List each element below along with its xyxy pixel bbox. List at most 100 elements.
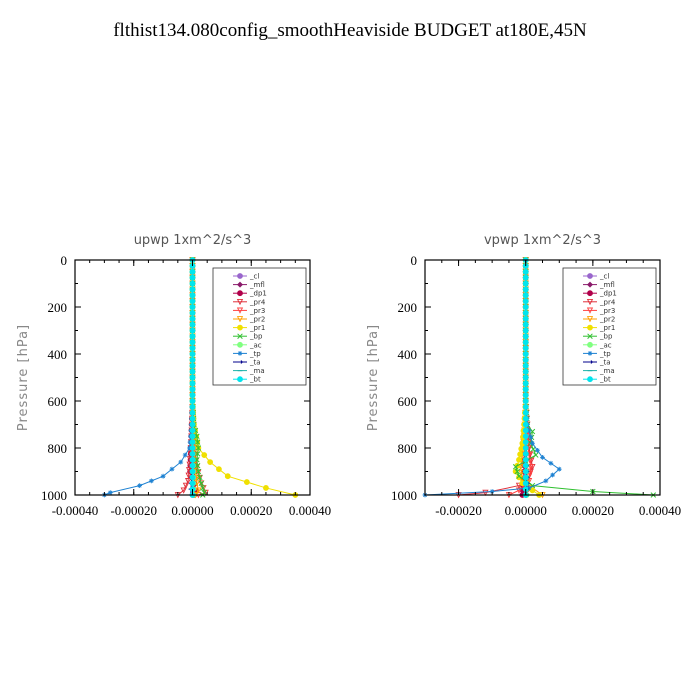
data-point bbox=[522, 386, 529, 393]
data-point bbox=[195, 445, 202, 451]
y-tick-label: 200 bbox=[398, 300, 418, 315]
data-point bbox=[148, 478, 154, 484]
series-bt bbox=[522, 257, 529, 498]
data-point bbox=[189, 403, 196, 410]
data-point bbox=[522, 380, 529, 387]
data-point bbox=[194, 462, 201, 469]
legend-box bbox=[562, 267, 657, 386]
data-point bbox=[482, 489, 489, 497]
legend-item-pr4: _pr4 bbox=[233, 298, 266, 306]
y-tick-label: 800 bbox=[48, 441, 68, 456]
data-point bbox=[198, 480, 205, 487]
legend-marker bbox=[587, 273, 593, 279]
data-point bbox=[189, 315, 196, 322]
data-point bbox=[522, 468, 529, 475]
y-tick-label: 1000 bbox=[391, 488, 417, 503]
data-point bbox=[522, 298, 529, 305]
data-point bbox=[194, 439, 201, 445]
legend-label: _tp bbox=[249, 350, 261, 358]
legend-item-tp: _tp bbox=[583, 350, 611, 358]
data-point bbox=[189, 462, 196, 469]
data-point bbox=[189, 327, 196, 334]
legend-label: _pr1 bbox=[599, 324, 615, 332]
data-point bbox=[522, 421, 529, 428]
data-point bbox=[178, 459, 184, 465]
legend-marker bbox=[587, 351, 593, 356]
data-point bbox=[189, 445, 196, 451]
data-point bbox=[522, 450, 529, 457]
legend: _cl_mfl_dp1_pr4_pr3_pr2_pr1_bp_ac_tp_ta_… bbox=[212, 267, 307, 386]
legend-item-ta: _ta bbox=[233, 359, 261, 367]
data-point bbox=[189, 368, 196, 375]
legend-marker bbox=[236, 298, 244, 306]
data-point bbox=[522, 321, 529, 328]
legend-label: _pr1 bbox=[249, 324, 265, 332]
legend-marker bbox=[587, 360, 594, 364]
x-tick-label: 0.00040 bbox=[639, 503, 681, 518]
data-point bbox=[189, 386, 196, 393]
legend-marker bbox=[237, 341, 243, 348]
data-point bbox=[522, 415, 529, 422]
legend-item-bt: _bt bbox=[583, 376, 611, 384]
legend-item-pr1: _pr1 bbox=[233, 324, 265, 332]
legend-label: _dp1 bbox=[249, 290, 267, 298]
data-point bbox=[522, 274, 529, 281]
legend-label: _tp bbox=[599, 350, 611, 358]
data-point bbox=[137, 483, 143, 488]
data-point bbox=[189, 468, 196, 475]
legend-label: _dp1 bbox=[599, 290, 617, 298]
legend-marker bbox=[236, 316, 244, 323]
data-point bbox=[197, 474, 203, 481]
data-point bbox=[522, 309, 529, 316]
data-point bbox=[189, 409, 196, 416]
data-point bbox=[189, 304, 196, 310]
legend-label: _cl bbox=[599, 273, 609, 281]
legend-item-cl: _cl bbox=[233, 273, 259, 281]
legend-marker bbox=[586, 298, 594, 306]
data-point bbox=[243, 479, 250, 485]
legend-marker bbox=[587, 341, 593, 348]
data-point bbox=[522, 374, 529, 381]
data-point bbox=[522, 345, 529, 352]
legend-item-ma: _ma bbox=[583, 367, 615, 375]
data-point bbox=[526, 485, 532, 491]
legend-label: _ta bbox=[599, 359, 611, 367]
legend-label: _bp bbox=[249, 333, 263, 341]
legend-item-dp1: _dp1 bbox=[233, 290, 267, 298]
data-point bbox=[189, 362, 196, 369]
legend-marker bbox=[237, 376, 243, 383]
legend-item-pr3: _pr3 bbox=[583, 307, 615, 315]
data-point bbox=[189, 421, 196, 428]
series-bt bbox=[189, 257, 196, 498]
data-point bbox=[522, 315, 529, 322]
data-point bbox=[200, 485, 206, 491]
data-point bbox=[530, 440, 535, 446]
data-point bbox=[194, 433, 200, 440]
x-tick-label: -0.00040 bbox=[52, 503, 99, 518]
data-point bbox=[550, 472, 555, 478]
data-point bbox=[189, 268, 196, 275]
legend-item-pr2: _pr2 bbox=[233, 316, 265, 324]
y-tick-label: 400 bbox=[48, 347, 68, 362]
legend-item-ac: _ac bbox=[583, 341, 612, 349]
data-point bbox=[522, 462, 529, 469]
legend-label: _bt bbox=[249, 376, 261, 384]
data-point bbox=[189, 439, 196, 446]
legend-marker bbox=[237, 273, 243, 279]
panel-title: upwp 1xm^2/s^3 bbox=[134, 233, 252, 248]
data-point bbox=[182, 452, 188, 458]
legend-label: _pr2 bbox=[599, 316, 615, 324]
data-point bbox=[548, 460, 554, 466]
legend-marker bbox=[237, 333, 243, 339]
legend-item-bp: _bp bbox=[233, 333, 263, 341]
data-point bbox=[530, 446, 537, 452]
y-tick-label: 800 bbox=[398, 441, 418, 456]
data-point bbox=[522, 333, 529, 340]
data-point bbox=[180, 487, 187, 494]
data-point bbox=[189, 456, 196, 463]
data-point bbox=[514, 468, 521, 475]
data-point bbox=[522, 409, 529, 416]
legend-marker bbox=[237, 290, 243, 297]
legend-marker bbox=[587, 333, 593, 339]
legend-item-mfl: _mfl bbox=[583, 281, 615, 289]
